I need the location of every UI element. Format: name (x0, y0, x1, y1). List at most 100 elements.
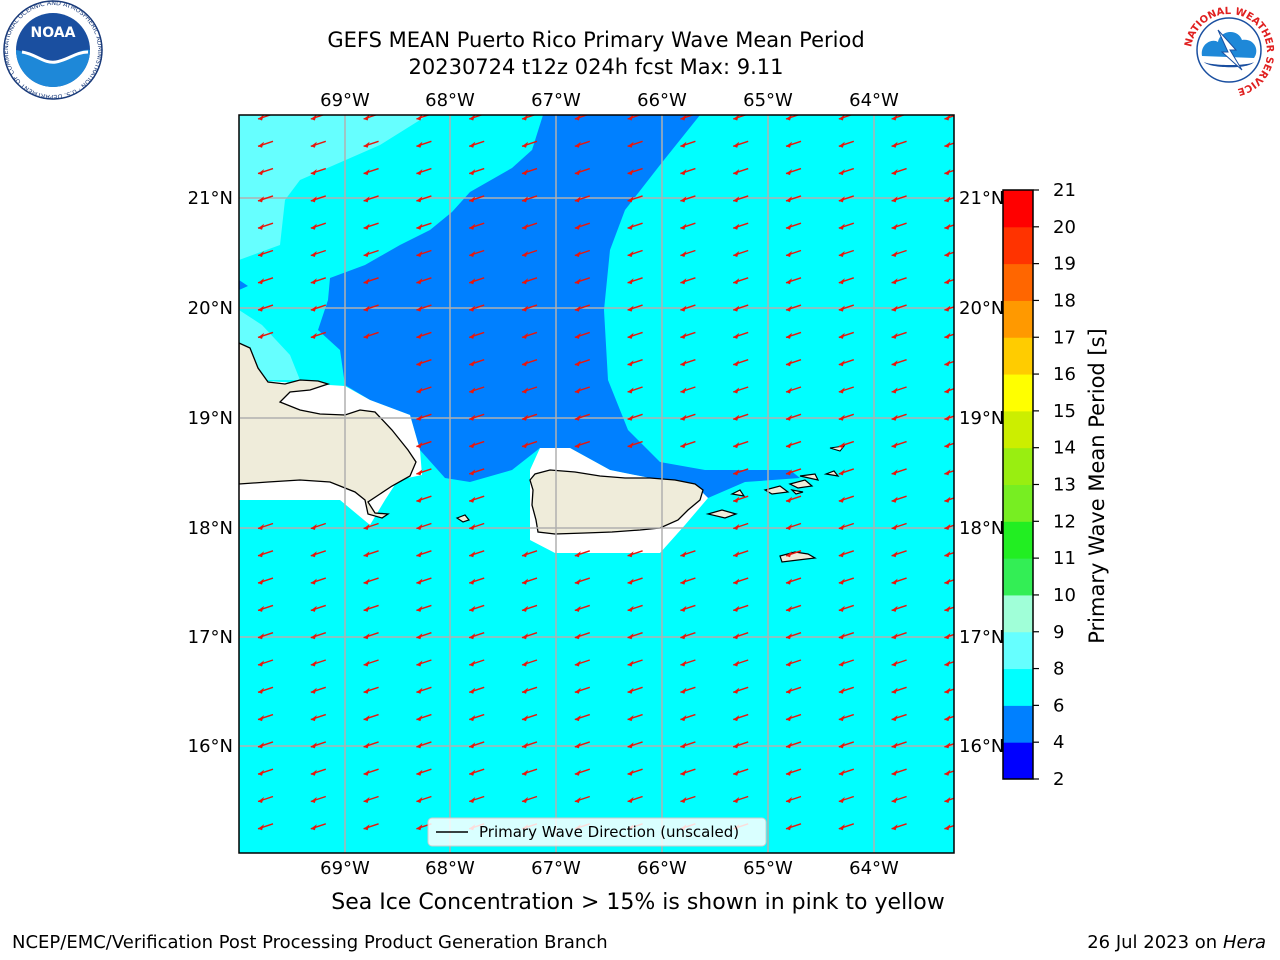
wave-direction-arrow (838, 795, 855, 803)
wave-direction-arrow (416, 522, 432, 530)
wave-direction-arrow (838, 140, 855, 148)
wave-direction-arrow (574, 331, 591, 339)
wave-direction-arrow (468, 413, 485, 421)
wave-direction-arrow (468, 222, 485, 230)
wave-direction-arrow (416, 331, 432, 339)
wave-direction-arrow (521, 115, 537, 121)
wave-direction-arrow (257, 550, 274, 558)
wave-direction-arrow (732, 304, 749, 312)
wave-direction-arrow (257, 604, 274, 612)
wave-direction-arrow (785, 768, 802, 776)
wave-direction-arrow (891, 495, 907, 503)
wave-direction-arrow (574, 795, 591, 803)
wave-direction-arrow (310, 277, 327, 285)
wave-direction-arrow (257, 195, 274, 203)
wave-direction-arrow (416, 413, 432, 421)
wave-direction-arrow (468, 577, 485, 585)
wave-direction-arrow (574, 741, 591, 749)
wave-direction-arrow (838, 331, 855, 339)
wave-direction-arrow (680, 386, 696, 394)
wave-direction-arrow (574, 632, 591, 640)
wave-direction-arrow (416, 222, 432, 230)
wave-direction-arrow (521, 713, 538, 722)
wave-direction-arrow (468, 713, 485, 722)
wave-direction-arrow (732, 331, 749, 339)
wave-direction-arrow (416, 304, 432, 312)
wave-direction-arrow (680, 304, 696, 312)
colorbar-band (1003, 668, 1033, 706)
wave-direction-arrow (838, 495, 855, 503)
wave-direction-arrow (310, 823, 327, 831)
wave-direction-arrow (838, 386, 855, 394)
wave-direction-arrow (521, 741, 538, 749)
wave-direction-arrow (416, 195, 432, 203)
wave-direction-arrow (521, 768, 538, 776)
colorbar-tick-label: 14 (1053, 438, 1076, 459)
wave-direction-arrow (891, 115, 906, 121)
lon-tick-label: 64°W (849, 90, 899, 111)
wave-direction-arrow (521, 550, 538, 558)
wave-direction-arrow (416, 768, 432, 776)
wave-direction-arrow (891, 550, 907, 558)
wave-direction-arrow (838, 823, 855, 831)
wave-direction-arrow (310, 632, 327, 640)
wave-direction-arrow (416, 550, 432, 558)
wave-direction-arrow (680, 768, 696, 776)
wave-direction-arrow (785, 331, 802, 339)
wave-direction-arrow (838, 522, 855, 530)
wave-direction-arrow (310, 331, 327, 339)
wave-direction-arrow (363, 604, 379, 612)
colorbar-band (1003, 521, 1033, 559)
wave-direction-arrow (838, 249, 855, 257)
wave-direction-arrow (732, 713, 749, 722)
wave-direction-arrow (944, 660, 954, 667)
wave-direction-arrow (785, 741, 802, 749)
wave-direction-arrow (680, 659, 696, 667)
wave-direction-arrow (574, 140, 591, 148)
wave-direction-arrow (627, 577, 643, 585)
wave-direction-arrow (521, 795, 538, 803)
wave-direction-arrow (838, 604, 855, 612)
wave-direction-arrow (944, 469, 954, 476)
wave-direction-arrow (257, 713, 274, 722)
wave-direction-arrow (732, 795, 749, 803)
wave-direction-arrow (944, 551, 954, 558)
nws-logo: NATIONAL WEATHER SERVICE (1181, 2, 1277, 98)
wave-direction-arrow (416, 115, 431, 121)
wave-direction-arrow (732, 195, 749, 203)
wave-direction-arrow (680, 331, 696, 339)
colorbar-band (1003, 374, 1033, 412)
wave-direction-arrow (257, 331, 274, 339)
wave-direction-arrow (944, 115, 954, 121)
colorbar-title: Primary Wave Mean Period [s] (1085, 328, 1109, 644)
wave-direction-arrow (257, 686, 274, 694)
wave-direction-arrow (310, 249, 327, 257)
wave-direction-arrow (574, 604, 591, 612)
wave-direction-arrow (468, 768, 485, 776)
wave-direction-arrow (838, 115, 854, 121)
wave-direction-arrow (416, 713, 432, 722)
wave-direction-arrow (310, 140, 327, 148)
wave-direction-arrow (257, 222, 274, 230)
wave-direction-arrow (944, 633, 954, 640)
wave-direction-arrow (468, 522, 485, 530)
wave-direction-arrow (785, 659, 802, 667)
wave-direction-arrow (680, 195, 696, 203)
colorbar-band (1003, 705, 1033, 743)
wave-direction-arrow (363, 140, 379, 148)
wave-direction-arrow (944, 769, 954, 776)
wave-direction-arrow (416, 495, 432, 503)
wave-direction-arrow (627, 686, 643, 694)
wave-direction-arrow (732, 440, 749, 449)
map-frame (238, 114, 955, 854)
wave-direction-arrow (363, 795, 379, 803)
wave-direction-arrow (257, 304, 274, 312)
wave-direction-arrow (468, 686, 485, 694)
wave-direction-arrow (363, 331, 379, 339)
colorbar-band (1003, 263, 1033, 301)
wave-direction-arrow (785, 195, 802, 203)
wave-direction-arrow (363, 304, 379, 312)
wave-direction-arrow (257, 795, 274, 803)
wave-direction-arrow (363, 277, 379, 285)
wave-direction-arrow (732, 686, 749, 694)
